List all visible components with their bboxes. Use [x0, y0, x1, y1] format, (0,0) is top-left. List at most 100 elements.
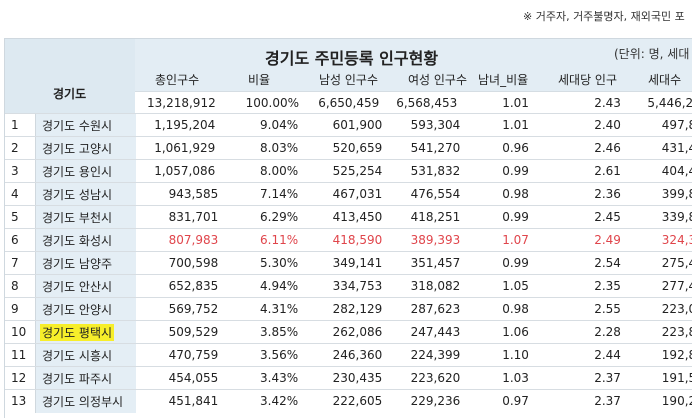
data-cell: 0.97 — [502, 394, 529, 408]
data-cell: 943,585 — [168, 187, 219, 201]
table-row: 13 경기도 의정부시 451,841 3.42% 222,605 229,236 0.97… — [5, 389, 692, 413]
column-header: 총인구수 — [155, 73, 200, 87]
data-cell: 2.55 — [594, 302, 621, 316]
column-header: 남성 인구수 — [319, 73, 379, 87]
region-name: 경기도 부천시 — [42, 211, 113, 225]
data-cell: 3.43% — [260, 371, 299, 385]
data-cell: 1.01 — [502, 118, 529, 132]
data-cell: 431,47 — [661, 141, 692, 155]
data-cell: 3.85% — [260, 325, 299, 339]
region-name: 경기도 안산시 — [42, 280, 113, 294]
data-cell: 2.36 — [594, 187, 621, 201]
data-cell: 229,236 — [410, 394, 461, 408]
region-name: 경기도 고양시 — [42, 142, 113, 156]
data-cell: 418,590 — [332, 233, 383, 247]
data-cell: 2.61 — [594, 164, 621, 178]
data-cell: 2.44 — [594, 348, 621, 362]
row-number: 6 — [11, 233, 19, 247]
region-name: 경기도 시흥시 — [42, 349, 113, 363]
total-cell: 5,446,20 — [647, 96, 692, 110]
row-number: 13 — [11, 394, 27, 408]
data-cell: 601,900 — [332, 118, 383, 132]
data-cell: 334,753 — [332, 279, 383, 293]
data-cell: 2.40 — [594, 118, 621, 132]
data-cell: 413,450 — [332, 210, 383, 224]
data-cell: 224,399 — [410, 348, 461, 362]
region-name-cell: 경기도 파주시 — [35, 367, 136, 390]
region-name-cell: 경기도 성남시 — [35, 183, 136, 206]
data-cell: 230,435 — [332, 371, 383, 385]
table-row: 8 경기도 안산시 652,835 4.94% 334,753 318,082 1.05 2.… — [5, 274, 692, 298]
data-cell: 2.28 — [594, 325, 621, 339]
region-name-cell: 경기도 남양주 — [35, 252, 136, 275]
column-header: 남녀_비율 — [478, 73, 529, 87]
row-number: 9 — [11, 302, 19, 316]
data-cell: 223,03 — [661, 302, 692, 316]
data-cell: 0.99 — [502, 164, 529, 178]
data-cell: 287,623 — [410, 302, 461, 316]
data-cell: 2.45 — [594, 210, 621, 224]
row-number: 11 — [11, 348, 27, 362]
data-cell: 476,554 — [410, 187, 461, 201]
row-number: 2 — [11, 141, 19, 155]
data-cell: 351,457 — [410, 256, 461, 270]
data-cell: 520,659 — [332, 141, 383, 155]
data-cell: 4.94% — [260, 279, 299, 293]
data-cell: 5.30% — [260, 256, 299, 270]
data-cell: 454,055 — [168, 371, 219, 385]
region-name-cell: 경기도 안양시 — [35, 298, 136, 321]
total-cell: 100.00% — [245, 96, 299, 110]
data-cell: 467,031 — [332, 187, 383, 201]
data-cell: 1,195,204 — [154, 118, 216, 132]
data-cell: 1,057,086 — [154, 164, 216, 178]
region-name-cell: 경기도 시흥시 — [35, 344, 136, 367]
region-name: 경기도 성남시 — [42, 188, 113, 202]
column-header: 비율 — [248, 73, 271, 87]
total-cell: 13,218,912 — [147, 96, 216, 110]
data-cell: 8.00% — [260, 164, 299, 178]
data-cell: 2.54 — [594, 256, 621, 270]
data-cell: 222,605 — [332, 394, 383, 408]
row-number: 5 — [11, 210, 19, 224]
total-cell: 2.43 — [594, 96, 621, 110]
region-name-cell: 경기도 평택시 — [35, 321, 136, 344]
region-name: 경기도 의정부시 — [42, 395, 124, 409]
table-title: 경기도 주민등록 인구현황 — [265, 49, 439, 68]
data-cell: 192,88 — [661, 348, 692, 362]
data-cell: 1.05 — [502, 279, 529, 293]
data-cell: 509,529 — [168, 325, 219, 339]
row-number: 4 — [11, 187, 19, 201]
data-cell: 593,304 — [410, 118, 461, 132]
data-cell: 6.11% — [260, 233, 299, 247]
data-cell: 223,620 — [410, 371, 461, 385]
region-name: 경기도 안양시 — [42, 303, 113, 317]
data-cell: 6.29% — [260, 210, 299, 224]
region-header: 경기도 — [53, 87, 87, 101]
highlighted-region-name: 경기도 평택시 — [40, 324, 115, 341]
data-cell: 0.98 — [502, 187, 529, 201]
table-row: 10 경기도 평택시 509,529 3.85% 262,086 247,443 1.06 2… — [5, 320, 692, 344]
data-cell: 282,129 — [332, 302, 383, 316]
table-row: 7 경기도 남양주 700,598 5.30% 349,141 351,457 0.99 2.… — [5, 251, 692, 275]
data-cell: 541,270 — [410, 141, 461, 155]
data-cell: 246,360 — [332, 348, 383, 362]
footnote: ※ 거주자, 거주불명자, 재외국민 포 — [523, 10, 685, 23]
data-cell: 1.07 — [502, 233, 529, 247]
row-number: 3 — [11, 164, 19, 178]
header-left-panel — [5, 39, 135, 113]
region-name-cell: 경기도 안산시 — [35, 275, 136, 298]
data-cell: 0.98 — [502, 302, 529, 316]
data-cell: 2.46 — [594, 141, 621, 155]
table-row: 6 경기도 화성시 807,983 6.11% 418,590 389,393 1.07 2.… — [5, 228, 692, 252]
table-row: 3 경기도 용인시 1,057,086 8.00% 525,254 531,832 0.99… — [5, 159, 692, 183]
data-cell: 0.96 — [502, 141, 529, 155]
data-cell: 418,251 — [410, 210, 461, 224]
region-name-cell: 경기도 수원시 — [35, 114, 136, 137]
data-cell: 3.42% — [260, 394, 299, 408]
table-row: 1 경기도 수원시 1,195,204 9.04% 601,900 593,304 1.01… — [5, 113, 692, 137]
data-cell: 9.04% — [260, 118, 299, 132]
total-cell: 6,650,459 — [318, 96, 380, 110]
column-header: 여성 인구수 — [408, 73, 468, 87]
data-cell: 2.49 — [594, 233, 621, 247]
total-cell: 6,568,453 — [396, 96, 458, 110]
